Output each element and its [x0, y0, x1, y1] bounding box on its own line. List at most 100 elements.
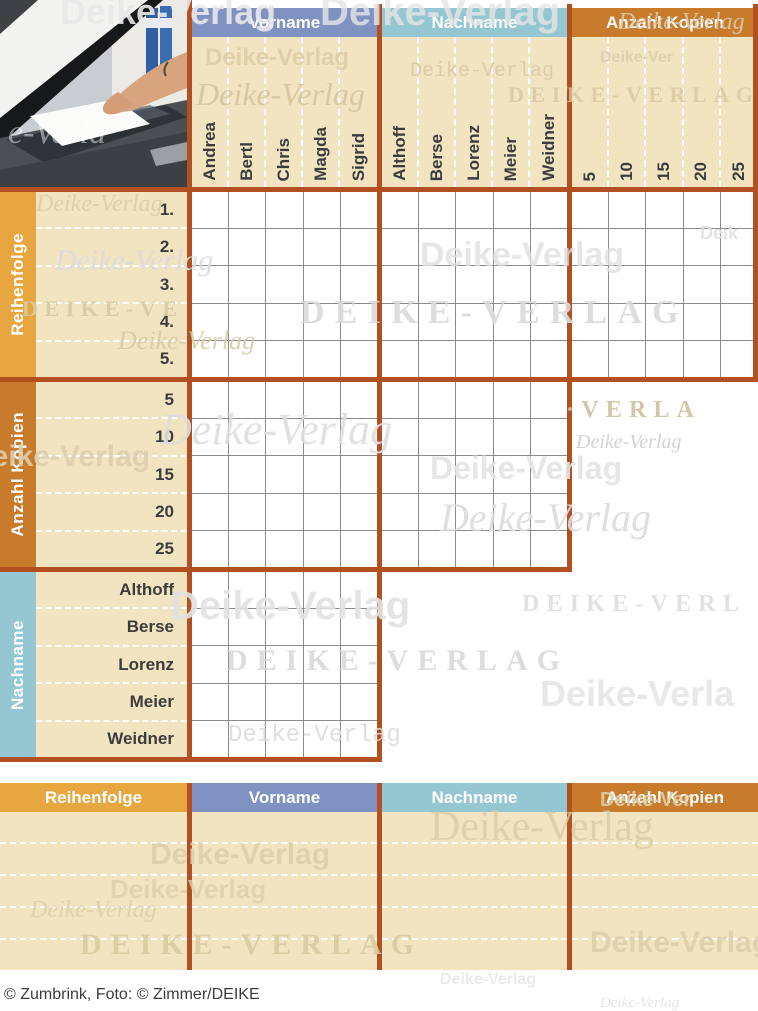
grid-cell[interactable]: [303, 683, 340, 720]
grid-cell[interactable]: [530, 192, 567, 229]
grid-cell[interactable]: [266, 493, 303, 530]
grid-cell[interactable]: [229, 646, 266, 683]
grid-cell[interactable]: [530, 266, 567, 303]
grid-cell[interactable]: [609, 192, 646, 229]
grid-cell[interactable]: [266, 683, 303, 720]
grid-cell[interactable]: [530, 340, 567, 377]
grid-cell[interactable]: [303, 303, 340, 340]
grid-cell[interactable]: [683, 340, 720, 377]
grid-cell[interactable]: [530, 382, 567, 419]
grid-cell[interactable]: [493, 456, 530, 493]
grid-cell[interactable]: [382, 530, 419, 567]
grid-cell[interactable]: [493, 382, 530, 419]
grid-cell[interactable]: [303, 192, 340, 229]
grid-cell[interactable]: [683, 266, 720, 303]
grid-cell[interactable]: [303, 530, 340, 567]
solution-cell[interactable]: [192, 940, 377, 970]
grid-cell[interactable]: [192, 493, 229, 530]
grid-cell[interactable]: [493, 419, 530, 456]
grid-cell[interactable]: [192, 419, 229, 456]
grid-cell[interactable]: [493, 493, 530, 530]
grid-cell[interactable]: [419, 493, 456, 530]
grid-cell[interactable]: [340, 303, 377, 340]
grid-cell[interactable]: [530, 303, 567, 340]
grid-cell[interactable]: [456, 493, 493, 530]
grid-cell[interactable]: [229, 493, 266, 530]
grid-cell[interactable]: [229, 609, 266, 646]
grid-cell[interactable]: [456, 192, 493, 229]
grid-cell[interactable]: [720, 229, 757, 266]
grid-cell[interactable]: [493, 229, 530, 266]
grid-cell[interactable]: [530, 229, 567, 266]
grid-cell[interactable]: [303, 382, 340, 419]
grid-cell[interactable]: [720, 340, 757, 377]
grid-cell[interactable]: [493, 192, 530, 229]
grid-cell[interactable]: [609, 229, 646, 266]
grid-cell[interactable]: [720, 266, 757, 303]
grid-cell[interactable]: [340, 419, 377, 456]
grid-cell[interactable]: [530, 419, 567, 456]
grid-cell[interactable]: [340, 646, 377, 683]
grid-cell[interactable]: [266, 266, 303, 303]
grid-cell[interactable]: [229, 303, 266, 340]
grid-cell[interactable]: [266, 456, 303, 493]
grid-cell[interactable]: [419, 530, 456, 567]
grid-cell[interactable]: [303, 572, 340, 609]
grid-cell[interactable]: [229, 229, 266, 266]
grid-cell[interactable]: [530, 530, 567, 567]
grid-cell[interactable]: [646, 340, 683, 377]
solution-cell[interactable]: [192, 908, 377, 940]
grid-cell[interactable]: [683, 229, 720, 266]
solution-cell[interactable]: [382, 940, 567, 970]
grid-cell[interactable]: [192, 609, 229, 646]
grid-cell[interactable]: [572, 303, 609, 340]
grid-cell[interactable]: [493, 530, 530, 567]
grid-cell[interactable]: [266, 646, 303, 683]
grid-cell[interactable]: [646, 266, 683, 303]
grid-cell[interactable]: [340, 572, 377, 609]
grid-cell[interactable]: [192, 266, 229, 303]
grid-cell[interactable]: [192, 229, 229, 266]
grid-cell[interactable]: [572, 340, 609, 377]
grid-cell[interactable]: [419, 303, 456, 340]
grid-cell[interactable]: [340, 456, 377, 493]
solution-cell[interactable]: [192, 876, 377, 908]
grid-cell[interactable]: [493, 303, 530, 340]
grid-cell[interactable]: [192, 530, 229, 567]
grid-cell[interactable]: [303, 266, 340, 303]
grid-cell[interactable]: [572, 192, 609, 229]
grid-cell[interactable]: [456, 382, 493, 419]
grid-cell[interactable]: [340, 229, 377, 266]
grid-cell[interactable]: [572, 266, 609, 303]
grid-cell[interactable]: [229, 340, 266, 377]
solution-cell[interactable]: [192, 812, 377, 844]
solution-cell[interactable]: [0, 940, 187, 970]
grid-cell[interactable]: [303, 456, 340, 493]
grid-cell[interactable]: [456, 456, 493, 493]
solution-cell[interactable]: [382, 844, 567, 876]
grid-cell[interactable]: [456, 340, 493, 377]
grid-cell[interactable]: [493, 266, 530, 303]
grid-cell[interactable]: [229, 419, 266, 456]
grid-cell[interactable]: [419, 456, 456, 493]
grid-cell[interactable]: [192, 646, 229, 683]
grid-cell[interactable]: [266, 340, 303, 377]
grid-cell[interactable]: [229, 683, 266, 720]
solution-cell[interactable]: [572, 844, 758, 876]
grid-cell[interactable]: [192, 382, 229, 419]
grid-cell[interactable]: [419, 340, 456, 377]
grid-cell[interactable]: [340, 609, 377, 646]
grid-cell[interactable]: [493, 340, 530, 377]
grid-cell[interactable]: [530, 493, 567, 530]
grid-cell[interactable]: [340, 192, 377, 229]
grid-cell[interactable]: [192, 572, 229, 609]
grid-cell[interactable]: [646, 192, 683, 229]
grid-cell[interactable]: [229, 382, 266, 419]
grid-cell[interactable]: [303, 229, 340, 266]
grid-cell[interactable]: [303, 720, 340, 757]
grid-cell[interactable]: [266, 303, 303, 340]
grid-cell[interactable]: [382, 192, 419, 229]
grid-cell[interactable]: [419, 419, 456, 456]
solution-cell[interactable]: [572, 876, 758, 908]
grid-cell[interactable]: [303, 609, 340, 646]
